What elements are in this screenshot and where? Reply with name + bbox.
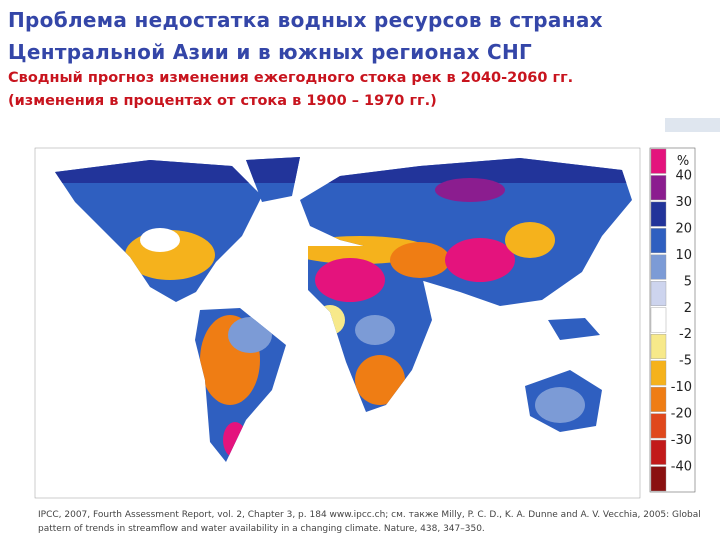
legend-swatch <box>650 334 667 359</box>
legend-swatch <box>650 307 667 333</box>
color-legend: %40 30 20 10 5 2 -2 -5 -10 -20 -30 -40 <box>649 147 696 493</box>
legend-swatch <box>650 281 667 306</box>
legend-swatch <box>650 413 667 439</box>
legend-swatch <box>650 360 667 386</box>
map-figure: %40 30 20 10 5 2 -2 -5 -10 -20 -30 -40 <box>34 118 720 499</box>
legend-swatch <box>650 201 667 227</box>
decor-strip <box>665 118 720 132</box>
legend-swatch <box>650 254 667 280</box>
citation-line: pattern of trends in streamflow and wate… <box>38 524 485 534</box>
legend-tick-label: 40 <box>675 168 692 183</box>
citation-line: IPCC, 2007, Fourth Assessment Report, vo… <box>38 510 701 520</box>
legend-tick-label: -2 <box>679 327 692 342</box>
subtitle-line: Сводный прогноз изменения ежегодного сто… <box>8 70 574 86</box>
legend-swatch <box>650 386 667 412</box>
legend-tick-label: -40 <box>671 460 692 475</box>
subtitle-line: (изменения в процентах от стока в 1900 –… <box>8 93 437 109</box>
legend-tick-label: 10 <box>675 248 692 263</box>
legend-swatch <box>650 228 667 254</box>
legend-swatch <box>650 148 667 174</box>
legend-tick-label: -20 <box>671 407 692 422</box>
legend-tick-label: -5 <box>679 354 692 369</box>
legend-tick-label: -30 <box>671 433 692 448</box>
legend-tick-label: 20 <box>675 221 692 236</box>
legend-tick-label: -10 <box>671 380 692 395</box>
legend-tick-label: 30 <box>675 195 692 210</box>
title-line: Проблема недостатка водных ресурсов в ст… <box>8 8 603 32</box>
legend-unit: % <box>677 154 689 169</box>
legend-swatch <box>650 466 667 492</box>
legend-tick-label: 5 <box>684 274 692 289</box>
legend-swatch <box>650 175 667 201</box>
title-line: Центральной Азии и в южных регионах СНГ <box>8 40 533 64</box>
legend-swatch <box>650 439 667 465</box>
legend-tick-label: 2 <box>684 301 692 316</box>
